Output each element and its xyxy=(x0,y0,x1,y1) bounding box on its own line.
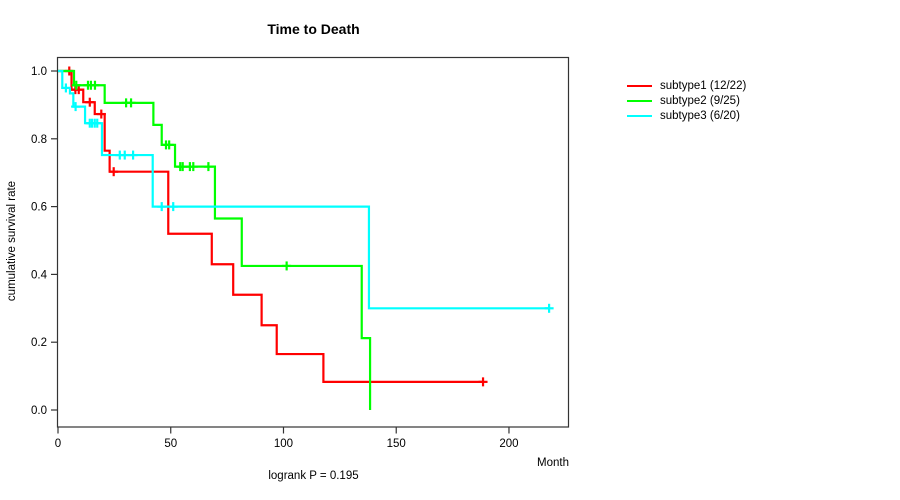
x-axis-label: Month xyxy=(537,457,569,469)
x-axis-tick-label: 100 xyxy=(274,438,293,450)
survival-curve-subtype1 xyxy=(58,69,484,383)
plot-frame xyxy=(56,56,570,428)
legend-item: subtype3 (6/20) xyxy=(627,108,746,123)
y-axis-tick-label: 1.0 xyxy=(31,66,47,78)
legend-line-swatch-subtype2 xyxy=(627,99,652,102)
y-axis-tick-label: 0.8 xyxy=(31,134,47,146)
legend-line-swatch-subtype1 xyxy=(627,84,652,87)
y-axis-tick-label: 0.2 xyxy=(31,337,47,349)
y-axis-label: cumulative survival rate xyxy=(6,180,18,302)
chart-title: Time to Death xyxy=(267,21,360,37)
logrank-annotation: logrank P = 0.195 xyxy=(268,470,359,482)
y-axis-tick-label: 0.0 xyxy=(31,405,47,417)
x-axis-tick-label: 0 xyxy=(55,438,61,450)
x-axis-tick-label: 50 xyxy=(164,438,177,450)
legend: subtype1 (12/22) subtype2 (9/25) subtype3 … xyxy=(627,78,746,123)
y-axis-tick-label: 0.6 xyxy=(31,202,47,214)
legend-line-swatch-subtype3 xyxy=(627,114,652,117)
legend-item-label: subtype2 (9/25) xyxy=(660,94,740,107)
x-axis-tick-label: 200 xyxy=(499,438,518,450)
legend-item: subtype2 (9/25) xyxy=(627,93,746,108)
x-axis-tick-label: 150 xyxy=(387,438,406,450)
legend-item: subtype1 (12/22) xyxy=(627,78,746,93)
y-axis-tick-label: 0.4 xyxy=(31,269,48,281)
legend-item-label: subtype3 (6/20) xyxy=(660,109,740,122)
legend-item-label: subtype1 (12/22) xyxy=(660,79,747,92)
survival-curve-subtype2 xyxy=(58,69,372,410)
